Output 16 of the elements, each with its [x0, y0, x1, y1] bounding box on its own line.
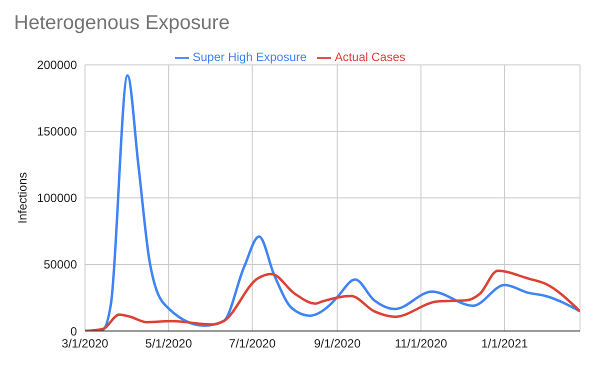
x-tick-label: 9/1/2020 [314, 336, 361, 351]
y-tick-label: 50000 [44, 258, 78, 272]
legend-label: Super High Exposure [192, 50, 307, 64]
y-tick-label: 100000 [36, 191, 78, 206]
x-tick-label: 5/1/2020 [145, 336, 192, 351]
y-tick-label: 200000 [36, 58, 78, 72]
y-tick-label: 0 [70, 324, 78, 338]
x-tick-label: 7/1/2020 [228, 336, 276, 351]
legend-label: Actual Cases [334, 50, 406, 64]
y-tick-label: 150000 [36, 124, 78, 139]
x-tick-label: 1/1/2021 [481, 336, 528, 351]
chart-title: Heterogenous Exposure [14, 12, 230, 35]
y-axis-title: Infections [15, 172, 30, 224]
x-tick-label: 3/1/2020 [62, 336, 109, 351]
line-series [85, 269, 580, 331]
x-tick-label: 11/1/2020 [394, 336, 448, 351]
